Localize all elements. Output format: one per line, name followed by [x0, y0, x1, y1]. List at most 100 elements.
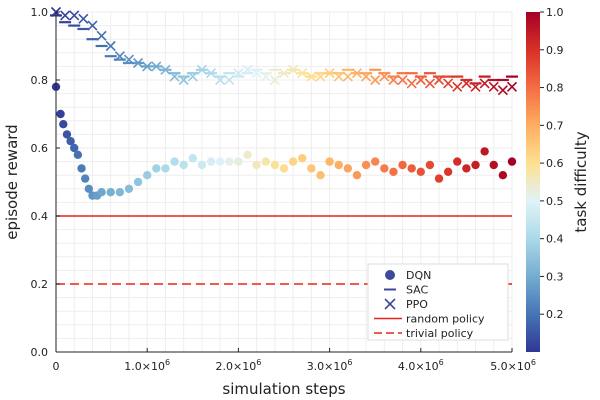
ppo-point — [315, 71, 326, 82]
dqn-point — [252, 160, 261, 170]
dqn-point — [70, 143, 79, 153]
ppo-point — [415, 74, 426, 86]
dqn-point — [416, 167, 425, 176]
cross-stroke — [178, 74, 189, 86]
ppo-point — [461, 78, 472, 89]
cross-stroke — [461, 78, 472, 89]
legend-label: trivial policy — [406, 327, 474, 340]
ppo-point — [406, 78, 417, 89]
cross-stroke — [452, 81, 463, 92]
ppo-point — [196, 64, 207, 75]
colorbar-bar — [526, 12, 540, 352]
dqn-point — [152, 164, 161, 173]
dqn-point — [407, 164, 416, 173]
cross-stroke — [233, 68, 244, 79]
cross-stroke — [506, 81, 518, 92]
cross-stroke — [424, 78, 435, 89]
dqn-point — [270, 160, 280, 170]
cross-stroke — [215, 74, 226, 86]
dqn-point — [471, 160, 480, 170]
colorbar-tick-label: 0.4 — [546, 233, 564, 246]
dqn-point — [179, 160, 188, 170]
ppo-point — [379, 71, 390, 82]
dqn-point — [188, 154, 197, 163]
cross-stroke — [114, 51, 125, 62]
dqn-point — [316, 171, 325, 180]
ppo-point — [260, 71, 271, 82]
x-tick-label: 0 — [53, 360, 60, 373]
axes: 0 1.0×106 2.0×106 3.0×106 4.0×106 5.0×106 0.0 0… — [3, 6, 536, 398]
cross-stroke — [160, 64, 171, 75]
ppo-point — [333, 71, 344, 82]
dqn-point — [498, 171, 508, 180]
dqn-point — [97, 188, 106, 197]
dqn-point — [59, 120, 68, 129]
dqn-point — [462, 164, 471, 173]
ppo-point — [151, 61, 162, 72]
cross-stroke — [224, 74, 235, 86]
dqn-point — [73, 150, 83, 159]
y-tick-label: 0.8 — [31, 74, 49, 87]
ppo-point — [506, 81, 518, 92]
cross-stroke — [443, 78, 454, 89]
dqn-point — [133, 177, 143, 187]
cross-stroke — [342, 71, 353, 82]
ppo-point — [324, 68, 335, 79]
dqn-point — [343, 164, 353, 173]
dqn-point — [124, 184, 134, 193]
cross-stroke — [78, 13, 89, 24]
dqn-point — [143, 171, 152, 180]
cross-stroke — [69, 10, 80, 21]
legend-label: PPO — [406, 298, 428, 311]
cross-stroke — [269, 74, 280, 86]
ppo-point — [160, 64, 171, 75]
ppo-point — [105, 40, 116, 52]
ppo-point — [60, 10, 71, 21]
legend-item: random policy — [374, 313, 485, 326]
dqn-point — [507, 157, 517, 166]
cross-stroke — [288, 64, 299, 75]
cross-stroke — [105, 40, 116, 52]
dqn-point — [170, 157, 179, 166]
y-tick-label: 0.4 — [31, 210, 49, 223]
ppo-point — [269, 74, 280, 86]
y-tick-label: 0.0 — [31, 346, 49, 359]
cross-stroke — [278, 68, 290, 79]
ppo-point — [114, 51, 125, 62]
dqn-point — [425, 160, 435, 170]
dqn-point — [352, 171, 362, 180]
colorbar-tick-label: 0.3 — [546, 270, 564, 283]
cross-stroke — [60, 10, 71, 21]
ppo-point — [87, 20, 98, 31]
x-tick-label: 3.0×106 — [307, 358, 353, 373]
ppo-point — [78, 13, 89, 24]
cross-stroke — [370, 74, 381, 86]
dqn-point — [307, 164, 316, 173]
legend-item: PPO — [384, 298, 428, 311]
dqn-point — [66, 137, 75, 146]
x-tick-label: 4.0×106 — [398, 358, 444, 373]
ppo-point — [215, 74, 226, 86]
cross-stroke — [351, 68, 363, 79]
cross-stroke — [315, 71, 326, 82]
ppo-point — [169, 71, 180, 82]
legend-marker-dqn — [385, 270, 395, 280]
dqn-point — [453, 157, 462, 166]
cross-stroke — [260, 71, 271, 82]
ppo-point — [205, 68, 217, 79]
dqn-point — [80, 174, 90, 183]
dqn-point — [206, 157, 216, 166]
dqn-point — [197, 160, 207, 170]
cross-stroke — [361, 71, 372, 82]
dqn-point — [115, 188, 125, 197]
ppo-point — [397, 74, 408, 86]
ppo-point — [224, 74, 235, 86]
cross-stroke — [169, 71, 180, 82]
dqn-point — [371, 157, 380, 166]
ppo-point — [443, 78, 454, 89]
ppo-point — [123, 54, 135, 65]
cross-stroke — [415, 74, 426, 86]
legend-label: random policy — [406, 313, 485, 326]
y-tick-label: 1.0 — [31, 6, 49, 19]
cross-stroke — [297, 68, 308, 79]
